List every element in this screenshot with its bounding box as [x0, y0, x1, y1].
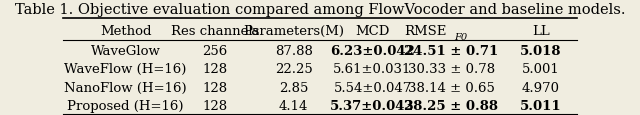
Text: 128: 128	[202, 63, 227, 75]
Text: 6.23±0.042: 6.23±0.042	[330, 44, 415, 57]
Text: 5.011: 5.011	[520, 99, 561, 112]
Text: MCD: MCD	[355, 25, 390, 37]
Text: 87.88: 87.88	[275, 44, 313, 57]
Text: 5.37±0.043: 5.37±0.043	[330, 99, 415, 112]
Text: 24.51 ± 0.71: 24.51 ± 0.71	[404, 44, 499, 57]
Text: 2.85: 2.85	[279, 81, 308, 94]
Text: 28.25 ± 0.88: 28.25 ± 0.88	[404, 99, 499, 112]
Text: NanoFlow (H=16): NanoFlow (H=16)	[64, 81, 187, 94]
Text: F0: F0	[454, 32, 467, 41]
Text: WaveFlow (H=16): WaveFlow (H=16)	[65, 63, 187, 75]
Text: LL: LL	[532, 25, 550, 37]
Text: Res channels: Res channels	[171, 25, 259, 37]
Text: Parameters(M): Parameters(M)	[243, 25, 344, 37]
Text: RMSE: RMSE	[404, 25, 446, 37]
Text: 128: 128	[202, 99, 227, 112]
Text: 256: 256	[202, 44, 228, 57]
Text: WaveGlow: WaveGlow	[91, 44, 161, 57]
Text: 22.25: 22.25	[275, 63, 312, 75]
Text: 5.018: 5.018	[520, 44, 561, 57]
Text: Method: Method	[100, 25, 151, 37]
Text: 4.970: 4.970	[522, 81, 560, 94]
Text: 38.14 ± 0.65: 38.14 ± 0.65	[408, 81, 495, 94]
Text: 128: 128	[202, 81, 227, 94]
Text: 4.14: 4.14	[279, 99, 308, 112]
Text: 30.33 ± 0.78: 30.33 ± 0.78	[408, 63, 495, 75]
Text: 5.54±0.047: 5.54±0.047	[333, 81, 412, 94]
Text: 5.001: 5.001	[522, 63, 559, 75]
Text: Table 1. Objective evaluation compared among FlowVocoder and baseline models.: Table 1. Objective evaluation compared a…	[15, 3, 625, 17]
Text: Proposed (H=16): Proposed (H=16)	[67, 99, 184, 112]
Text: 5.61±0.031: 5.61±0.031	[333, 63, 412, 75]
